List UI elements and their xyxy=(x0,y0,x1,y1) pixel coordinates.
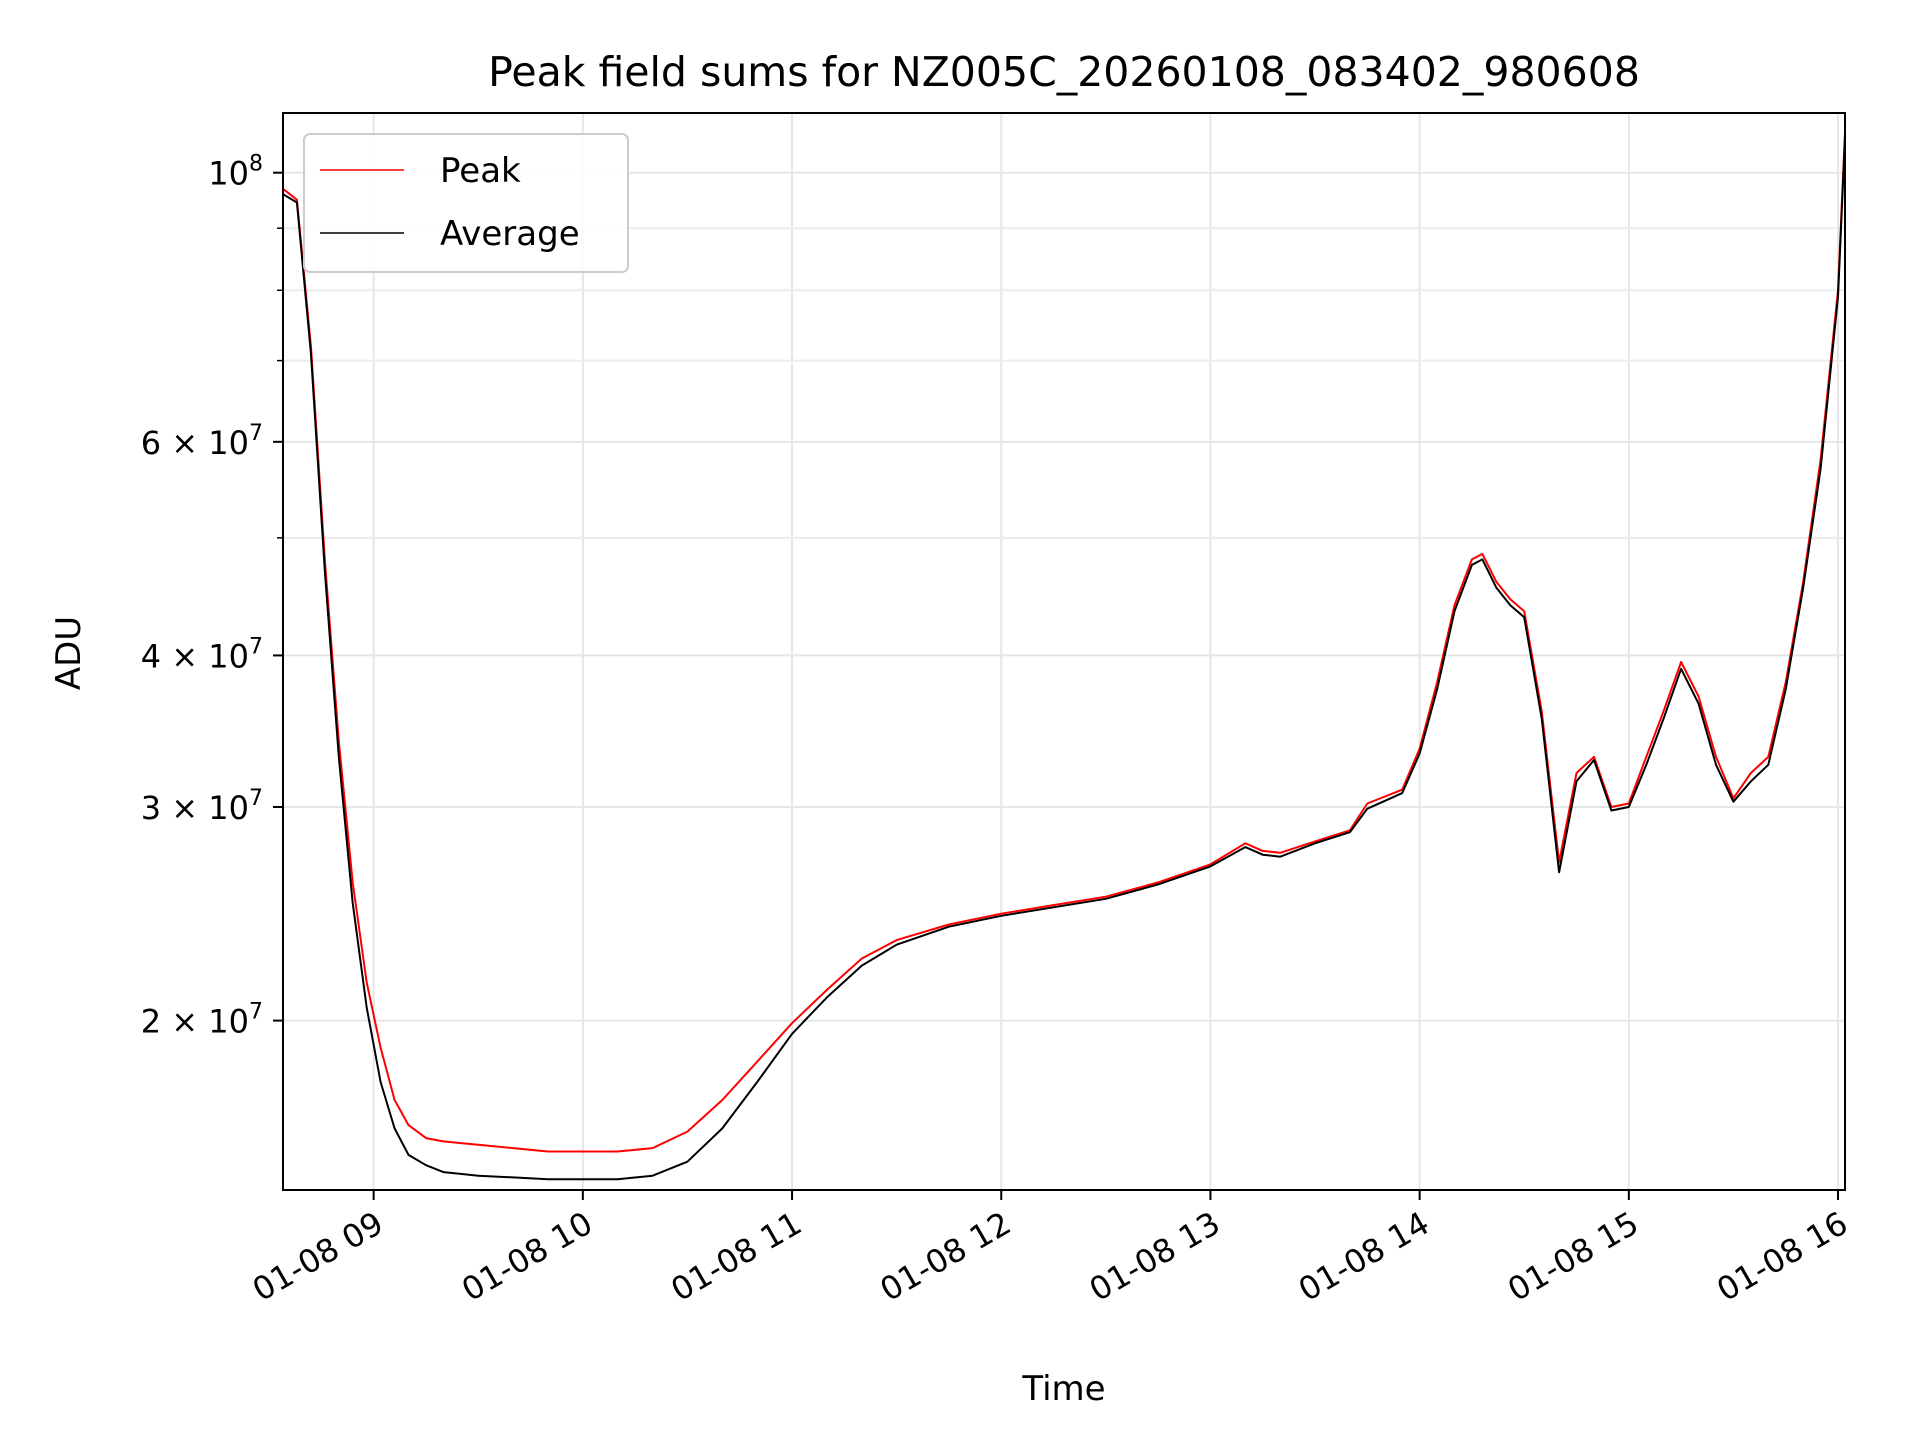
y-axis: 2 × 107 3 × 107 4 × 107 6 × 107 108 xyxy=(141,152,283,1041)
y-tick-label: 108 xyxy=(208,152,263,193)
y-tick-label: 3 × 107 xyxy=(141,786,263,827)
series-line-average xyxy=(282,137,1846,1181)
x-axis-label: Time xyxy=(1021,1369,1105,1409)
legend-box xyxy=(303,133,629,273)
chart-title: Peak field sums for NZ005C_20260108_0834… xyxy=(488,48,1640,96)
series-group xyxy=(282,132,1846,1181)
y-axis-label: ADU xyxy=(49,616,89,690)
y-tick-label: 4 × 107 xyxy=(141,634,263,675)
plot-area-frame xyxy=(282,112,1846,1191)
legend-label-peak: Peak xyxy=(440,151,521,191)
series-line-peak xyxy=(282,132,1846,1153)
y-tick-label: 2 × 107 xyxy=(141,1000,263,1041)
legend-label-average: Average xyxy=(440,214,580,254)
y-tick-label: 6 × 107 xyxy=(141,421,263,462)
legend: Peak Average xyxy=(303,133,629,273)
